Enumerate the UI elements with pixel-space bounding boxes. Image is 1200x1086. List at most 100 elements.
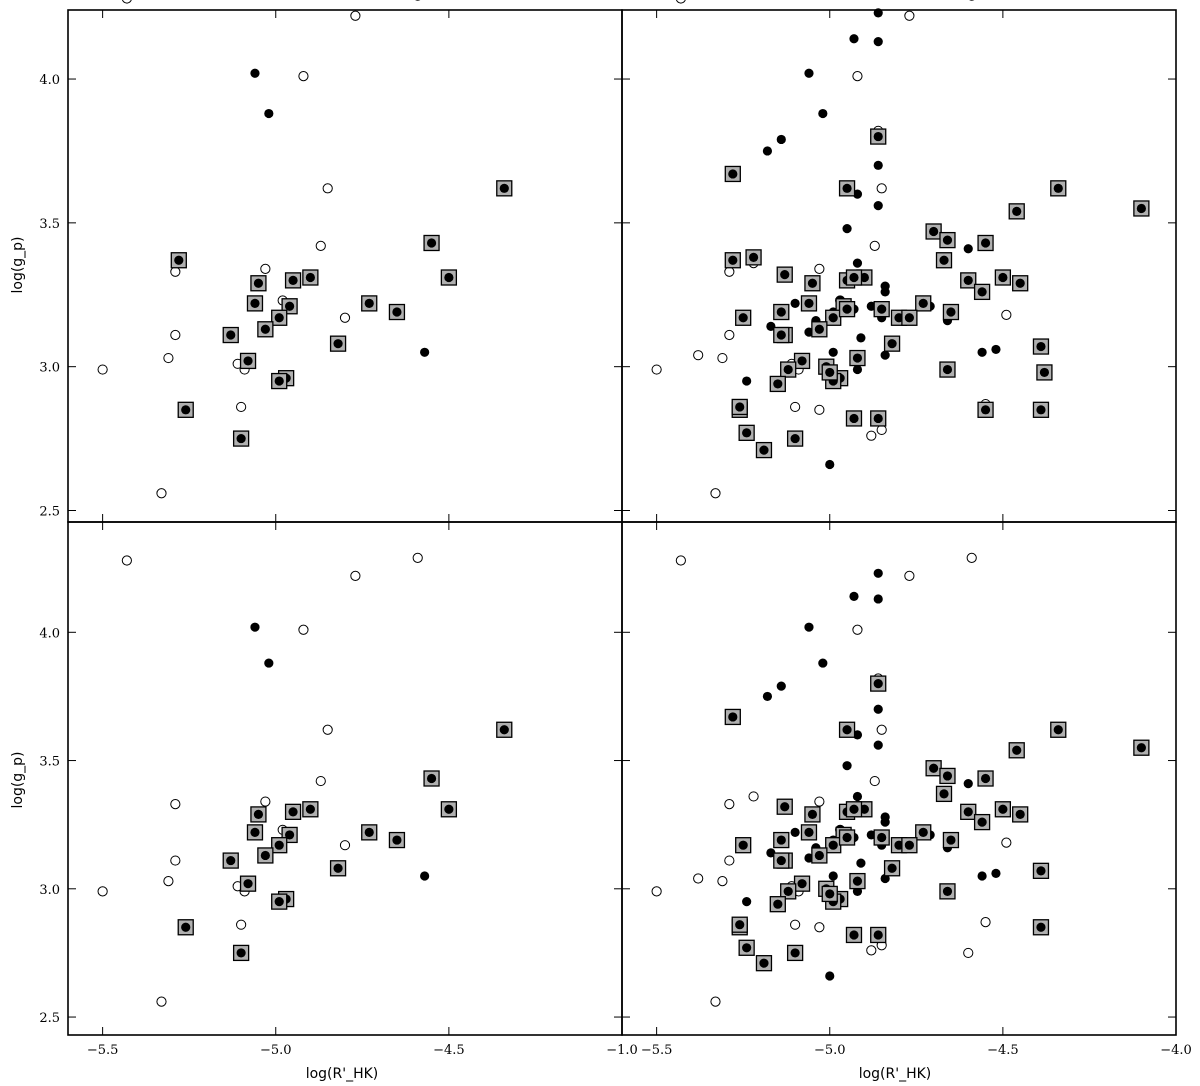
data-point-open xyxy=(852,624,863,635)
data-point-filled xyxy=(807,809,818,820)
data-point-open xyxy=(790,401,801,413)
data-point-filled xyxy=(852,876,863,886)
x-tick-label: −5.0 xyxy=(260,1043,292,1058)
data-point-filled xyxy=(1136,203,1146,214)
data-point-filled xyxy=(873,594,883,604)
data-point-filled xyxy=(873,160,883,170)
x-axis-label-right: log(R'_HK) xyxy=(859,1066,932,1082)
data-point-filled xyxy=(856,333,866,343)
data-point-filled xyxy=(790,948,800,958)
data-point-filled xyxy=(818,108,828,119)
data-point-filled xyxy=(842,725,852,735)
x-tick-label: −4.5 xyxy=(987,1043,1019,1058)
data-point-open xyxy=(322,183,333,194)
data-point-filled xyxy=(728,169,738,179)
data-point-filled xyxy=(790,827,800,837)
x-tick-label: −5.5 xyxy=(87,1043,119,1058)
y-tick-label: 3.0 xyxy=(39,883,60,898)
data-point-filled xyxy=(392,307,402,317)
data-point-filled xyxy=(842,832,852,843)
data-point-filled xyxy=(243,879,253,889)
data-point-filled xyxy=(814,850,824,861)
data-point-filled xyxy=(873,704,883,714)
y-tick-label: 3.5 xyxy=(39,755,60,770)
data-point-filled xyxy=(918,827,928,837)
data-point-filled xyxy=(1053,725,1063,735)
data-point-open xyxy=(814,404,825,415)
panel-bottom-right: −5.5 −5.0 −4.5 −4.0 xyxy=(621,521,1192,1058)
data-point-filled xyxy=(236,433,246,444)
data-point-filled xyxy=(856,858,866,868)
data-point-open xyxy=(724,266,735,277)
panels-group: 2.5 3.0 3.5 4.0 −5.5 −5.0 −4.5 −1.0 2.5 3.0 3.5 4.0… xyxy=(39,0,1192,1058)
data-point-filled xyxy=(887,863,897,873)
y-axis-label-top: log(g_p) xyxy=(10,236,26,293)
x-tick-label: −5.5 xyxy=(641,1043,673,1058)
data-point-filled xyxy=(738,840,748,850)
data-point-open xyxy=(869,775,880,787)
data-point-open xyxy=(852,71,863,82)
data-point-open xyxy=(724,329,735,341)
data-point-open xyxy=(97,886,108,897)
data-point-open xyxy=(339,312,351,323)
data-point-filled xyxy=(742,376,752,386)
data-point-filled xyxy=(274,840,284,850)
data-point-filled xyxy=(790,433,800,444)
data-point-filled xyxy=(780,270,790,280)
data-point-filled xyxy=(825,367,835,378)
data-point-open xyxy=(1001,837,1012,848)
data-point-filled xyxy=(977,347,987,357)
data-point-filled xyxy=(873,37,883,47)
data-point-open xyxy=(814,263,825,274)
data-point-filled xyxy=(887,339,897,349)
data-point-filled xyxy=(842,183,852,193)
data-point-filled xyxy=(828,313,838,323)
data-point-filled xyxy=(1012,206,1022,216)
data-point-open xyxy=(675,555,686,566)
data-point-filled xyxy=(849,930,859,940)
data-point-filled xyxy=(181,405,191,415)
data-point-open xyxy=(869,240,880,251)
data-point-filled xyxy=(852,791,863,802)
data-point-filled xyxy=(260,324,270,334)
data-point-filled xyxy=(880,350,890,360)
data-point-filled xyxy=(274,313,284,323)
data-point-open xyxy=(339,840,351,851)
data-point-filled xyxy=(946,835,956,845)
data-point-filled xyxy=(980,773,991,784)
data-point-filled xyxy=(288,807,298,817)
data-point-open xyxy=(724,855,735,866)
data-point-filled xyxy=(1053,183,1063,193)
data-point-filled xyxy=(873,200,883,211)
data-point-open xyxy=(163,352,174,364)
data-point-open xyxy=(876,424,887,436)
data-point-open xyxy=(121,555,132,566)
data-point-filled xyxy=(742,943,752,953)
data-point-filled xyxy=(333,339,343,349)
data-point-open xyxy=(963,947,974,959)
data-point-filled xyxy=(963,275,973,285)
data-point-open xyxy=(790,919,801,930)
data-point-filled xyxy=(250,622,260,632)
data-point-filled xyxy=(426,773,437,784)
data-point-filled xyxy=(783,364,793,375)
data-point-filled xyxy=(904,840,914,850)
data-point-filled xyxy=(998,804,1008,814)
data-point-open xyxy=(866,945,877,956)
data-point-filled xyxy=(250,68,260,78)
data-point-filled xyxy=(804,298,814,308)
data-point-filled xyxy=(929,226,939,237)
data-point-open xyxy=(717,352,728,364)
data-point-filled xyxy=(825,889,835,899)
x-tick-label: −1.0 xyxy=(606,1043,638,1058)
data-point-filled xyxy=(818,658,828,668)
panel-frame xyxy=(621,521,1177,1036)
data-point-filled xyxy=(288,275,298,285)
data-point-filled xyxy=(776,835,786,845)
data-point-open xyxy=(260,796,271,807)
data-point-open xyxy=(1001,309,1012,320)
data-point-filled xyxy=(849,272,859,283)
data-point-filled xyxy=(174,255,184,265)
data-point-filled xyxy=(1039,367,1050,378)
data-point-open xyxy=(156,996,167,1007)
